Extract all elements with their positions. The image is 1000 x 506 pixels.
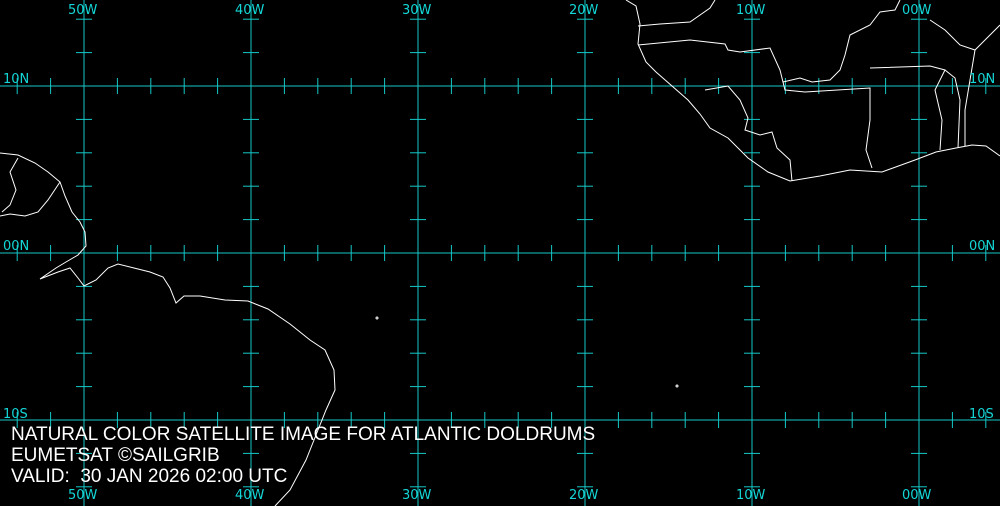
lon-label-top: 30W (402, 3, 432, 18)
africa-border-2 (637, 0, 901, 83)
island (375, 316, 379, 320)
guiana-border (1, 157, 19, 213)
island (675, 384, 679, 388)
south-america-coast (0, 152, 336, 506)
africa-border-3 (704, 85, 793, 182)
lon-label-top: 10W (736, 3, 766, 18)
caption-title: NATURAL COLOR SATELLITE IMAGE FOR ATLANT… (11, 424, 596, 445)
lon-label-bottom: 20W (569, 488, 599, 503)
africa-border-5 (869, 65, 946, 151)
lat-label-left: 00N (3, 239, 30, 254)
africa-border-6 (944, 69, 961, 149)
lon-label-top: 50W (68, 3, 98, 18)
lon-label-bottom: 50W (68, 488, 98, 503)
lat-label-right: 10S (969, 407, 994, 422)
lon-label-top: 20W (569, 3, 599, 18)
africa-border-7 (929, 19, 1000, 51)
lon-label-top: 40W (235, 3, 265, 18)
lon-label-bottom: 00W (902, 488, 932, 503)
africa-border-1 (637, 0, 716, 27)
africa-border-4 (782, 81, 873, 169)
lat-label-left: 10S (3, 407, 28, 422)
map-caption: NATURAL COLOR SATELLITE IMAGE FOR ATLANT… (11, 424, 595, 487)
guiana-border-2 (0, 181, 61, 217)
lat-label-right: 10N (969, 72, 996, 87)
lon-label-bottom: 40W (235, 488, 265, 503)
lat-label-right: 00N (969, 239, 996, 254)
lon-label-top: 00W (902, 3, 932, 18)
lat-label-left: 10N (3, 72, 30, 87)
africa-coast (625, 0, 1000, 182)
lon-label-bottom: 10W (736, 488, 766, 503)
caption-credit: EUMETSAT ©SAILGRIB (11, 445, 220, 466)
caption-valid-time: VALID: 30 JAN 2026 02:00 UTC (11, 466, 288, 487)
africa-border-8 (964, 49, 976, 146)
lon-label-bottom: 30W (402, 488, 432, 503)
